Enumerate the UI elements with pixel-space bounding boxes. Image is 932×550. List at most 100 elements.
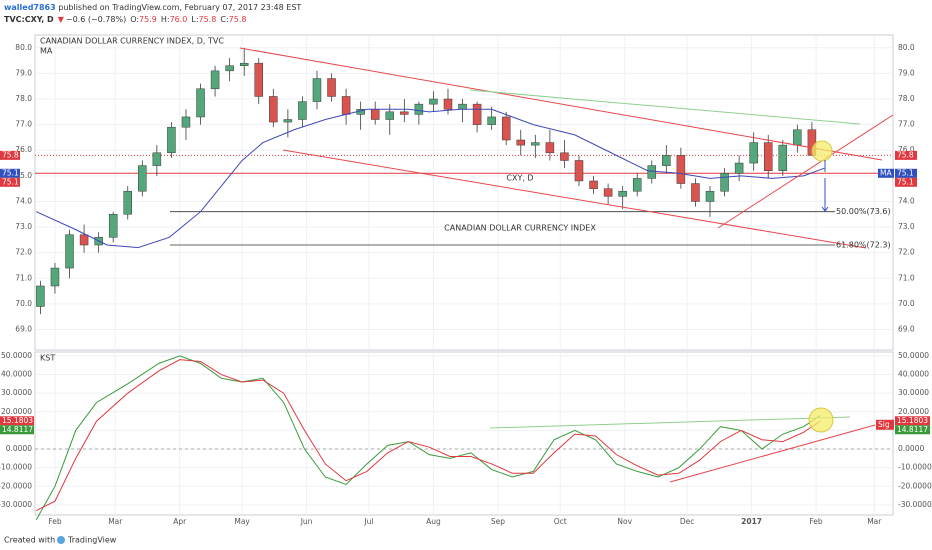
price-pane xyxy=(34,34,894,351)
x-tick-label: Aug xyxy=(426,517,441,526)
candle-body xyxy=(414,103,424,115)
candle-body xyxy=(647,165,657,179)
candle-body xyxy=(720,173,729,192)
quote-value: 75.8 xyxy=(229,15,247,24)
y-tick-label: 72.0 xyxy=(898,248,915,257)
candle-body xyxy=(705,190,715,202)
footer-brand[interactable]: TradingView xyxy=(67,536,117,545)
y-tick-label: -10.0000 xyxy=(898,463,932,472)
ma-line xyxy=(36,108,825,249)
y-tick-label: 40.0000 xyxy=(1,370,32,379)
quote-label: L: xyxy=(191,15,198,24)
y-tick-label: 50.0000 xyxy=(898,351,929,360)
y-tick-label: 72.0 xyxy=(15,248,32,257)
trend-line xyxy=(717,114,894,229)
fib-label: 61.80%(72.3) xyxy=(836,241,891,250)
price-badge xyxy=(895,177,917,187)
y-tick-label: 78.0 xyxy=(15,94,32,103)
price-badge xyxy=(0,150,20,160)
x-tick-label: Jul xyxy=(363,517,373,526)
candle-body xyxy=(50,267,60,287)
fib-label: 50.00%(73.6) xyxy=(836,207,891,216)
y-tick-label: 80.0 xyxy=(15,43,32,52)
x-tick-label: Mar xyxy=(108,517,123,526)
candle-body xyxy=(312,78,322,102)
quote-line: TVC:CXY, D ▼ −0.6 (−0.78%) O:75.9 H:76.0 L:75… xyxy=(4,15,246,24)
candle-body xyxy=(283,119,293,123)
quote-label: O: xyxy=(130,15,139,24)
y-tick-label: 69.0 xyxy=(15,325,32,334)
candle-body xyxy=(429,98,438,105)
highlight xyxy=(811,140,833,162)
price-badge-label: 75.1 xyxy=(897,168,914,177)
price-badge-label: 75.1 xyxy=(897,177,914,186)
candle-body xyxy=(370,109,380,120)
y-tick-label: 79.0 xyxy=(15,68,32,77)
candle-body xyxy=(443,98,453,110)
y-tick-label: 20.0000 xyxy=(1,407,32,416)
y-tick-label: 79.0 xyxy=(898,68,915,77)
candle-body xyxy=(341,96,351,115)
candle-body xyxy=(560,152,569,161)
candle-body xyxy=(254,62,264,97)
y-tick-label: 78.0 xyxy=(898,94,915,103)
candle-body xyxy=(501,116,511,141)
candle-body xyxy=(181,116,191,128)
y-tick-label: 30.0000 xyxy=(1,388,32,397)
header-line: walled7863 published on TradingView.com,… xyxy=(4,3,301,12)
y-tick-label: -20.0000 xyxy=(898,481,932,490)
candle-body xyxy=(239,62,249,66)
candle-body xyxy=(472,103,482,125)
change: −0.6 (−0.78%) xyxy=(66,15,126,24)
grid: 80.0 80.0 79.0 79.0 78.0 78.0 77.0 77.0 76.0 76.0… xyxy=(0,35,932,526)
y-tick-label: 73.0 xyxy=(898,222,915,231)
y-tick-label: -30.0000 xyxy=(0,500,32,509)
y-tick-label: -30.0000 xyxy=(898,500,932,509)
candle-body xyxy=(65,234,74,269)
x-tick-label: Jun xyxy=(300,517,313,526)
y-tick-label: 30.0000 xyxy=(898,388,929,397)
candle-body xyxy=(327,78,336,97)
indicator-label: MA xyxy=(40,47,53,56)
y-tick-label: 20.0000 xyxy=(898,407,929,416)
candle-body xyxy=(632,178,642,192)
candle-body xyxy=(79,234,89,246)
value-badge-label: 14.8117 xyxy=(2,425,33,434)
candle-body xyxy=(225,65,234,72)
value-badge-label: 15.1803 xyxy=(2,416,33,425)
footer-text: Created with xyxy=(4,536,55,545)
y-tick-label: 77.0 xyxy=(898,120,915,129)
y-tick-label: 76.0 xyxy=(898,145,915,154)
x-tick-label: Dec xyxy=(680,517,695,526)
quote-label: H: xyxy=(161,15,170,24)
candle-body xyxy=(400,111,409,115)
logo xyxy=(57,536,65,544)
candle-body xyxy=(734,162,744,174)
candle-body xyxy=(691,183,700,202)
quote-value: 75.8 xyxy=(199,15,217,24)
drawings xyxy=(239,47,894,483)
price-badge xyxy=(895,168,917,178)
y-tick-label: 70.0 xyxy=(898,299,915,308)
quote-value: 76.0 xyxy=(170,15,188,24)
y-tick-label: 77.0 xyxy=(15,120,32,129)
value-badge xyxy=(895,416,930,426)
candle-body xyxy=(458,103,467,110)
candle-body xyxy=(603,188,613,197)
value-badge-label: 15.1803 xyxy=(897,416,928,425)
y-tick-label: 0.0000 xyxy=(898,444,924,453)
candle-body xyxy=(516,139,526,146)
value-badge-label: 14.8117 xyxy=(897,425,928,434)
candle-body xyxy=(167,126,176,154)
trend-line xyxy=(669,424,876,483)
candle-body xyxy=(589,180,598,189)
trend-line xyxy=(282,149,867,249)
labels: 50.00%(73.6)61.80%(72.3)75.8 75.875.1 75.1… xyxy=(0,150,930,435)
value-badge xyxy=(0,425,34,435)
y-tick-label: 74.0 xyxy=(15,196,32,205)
y-tick-label: 74.0 xyxy=(898,196,915,205)
x-tick-label: May xyxy=(234,517,250,526)
author[interactable]: walled7863 xyxy=(4,3,56,12)
watermark: CANADIAN DOLLAR CURRENCY INDEX xyxy=(444,224,596,233)
